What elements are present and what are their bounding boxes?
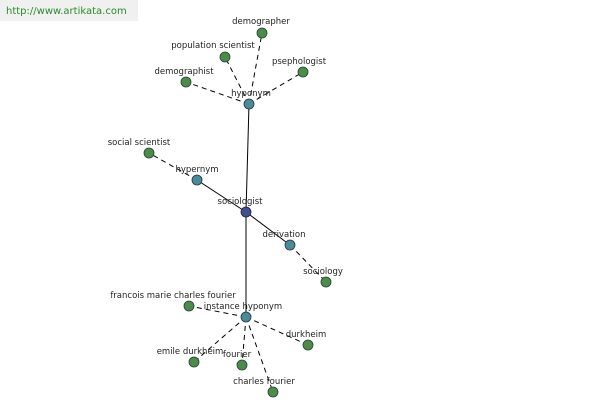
- node[interactable]: [240, 206, 252, 218]
- edge: [241, 316, 247, 366]
- node-label: charles fourier: [233, 377, 295, 387]
- node[interactable]: [302, 339, 314, 351]
- node-label: psephologist: [272, 57, 327, 67]
- edge: [188, 305, 247, 318]
- node-label: sociologist: [218, 197, 264, 207]
- edges: [148, 32, 327, 393]
- node-label: francois marie charles fourier: [110, 291, 236, 301]
- node-label: population scientist: [171, 41, 255, 51]
- node[interactable]: [183, 300, 195, 312]
- header-box: [0, 0, 138, 21]
- node[interactable]: [236, 359, 248, 371]
- labels: sociologist hyponym hypernym derivation …: [108, 17, 343, 387]
- node-label: sociology: [303, 267, 343, 277]
- node-label: social scientist: [108, 138, 171, 148]
- node[interactable]: [243, 98, 255, 110]
- node-label: demographer: [232, 17, 290, 27]
- node-label: instance hyponym: [204, 302, 282, 312]
- edge: [185, 81, 250, 105]
- edge: [245, 103, 250, 213]
- edge: [245, 316, 309, 346]
- node[interactable]: [267, 386, 279, 398]
- node-label: derivation: [262, 230, 305, 240]
- node[interactable]: [297, 66, 309, 78]
- node[interactable]: [180, 76, 192, 88]
- nodes: [143, 27, 332, 398]
- edge: [196, 179, 247, 213]
- edge: [193, 316, 247, 363]
- edge: [248, 71, 304, 105]
- node[interactable]: [143, 147, 155, 159]
- node[interactable]: [284, 239, 296, 251]
- node-label: hypernym: [175, 165, 218, 175]
- edge: [245, 211, 291, 246]
- edge: [148, 152, 198, 181]
- node-label: emile durkheim: [157, 347, 224, 357]
- node[interactable]: [191, 174, 203, 186]
- edge: [248, 32, 263, 105]
- node-label: durkheim: [286, 330, 326, 340]
- node[interactable]: [219, 51, 231, 63]
- node[interactable]: [188, 356, 200, 368]
- node[interactable]: [320, 276, 332, 288]
- node-label: demographist: [154, 67, 214, 77]
- edge: [245, 316, 274, 393]
- node[interactable]: [256, 27, 268, 39]
- header-url[interactable]: http://www.artikata.com: [6, 6, 127, 17]
- node-label: hyponym: [231, 89, 271, 99]
- node[interactable]: [240, 311, 252, 323]
- node-label: fourier: [223, 350, 252, 360]
